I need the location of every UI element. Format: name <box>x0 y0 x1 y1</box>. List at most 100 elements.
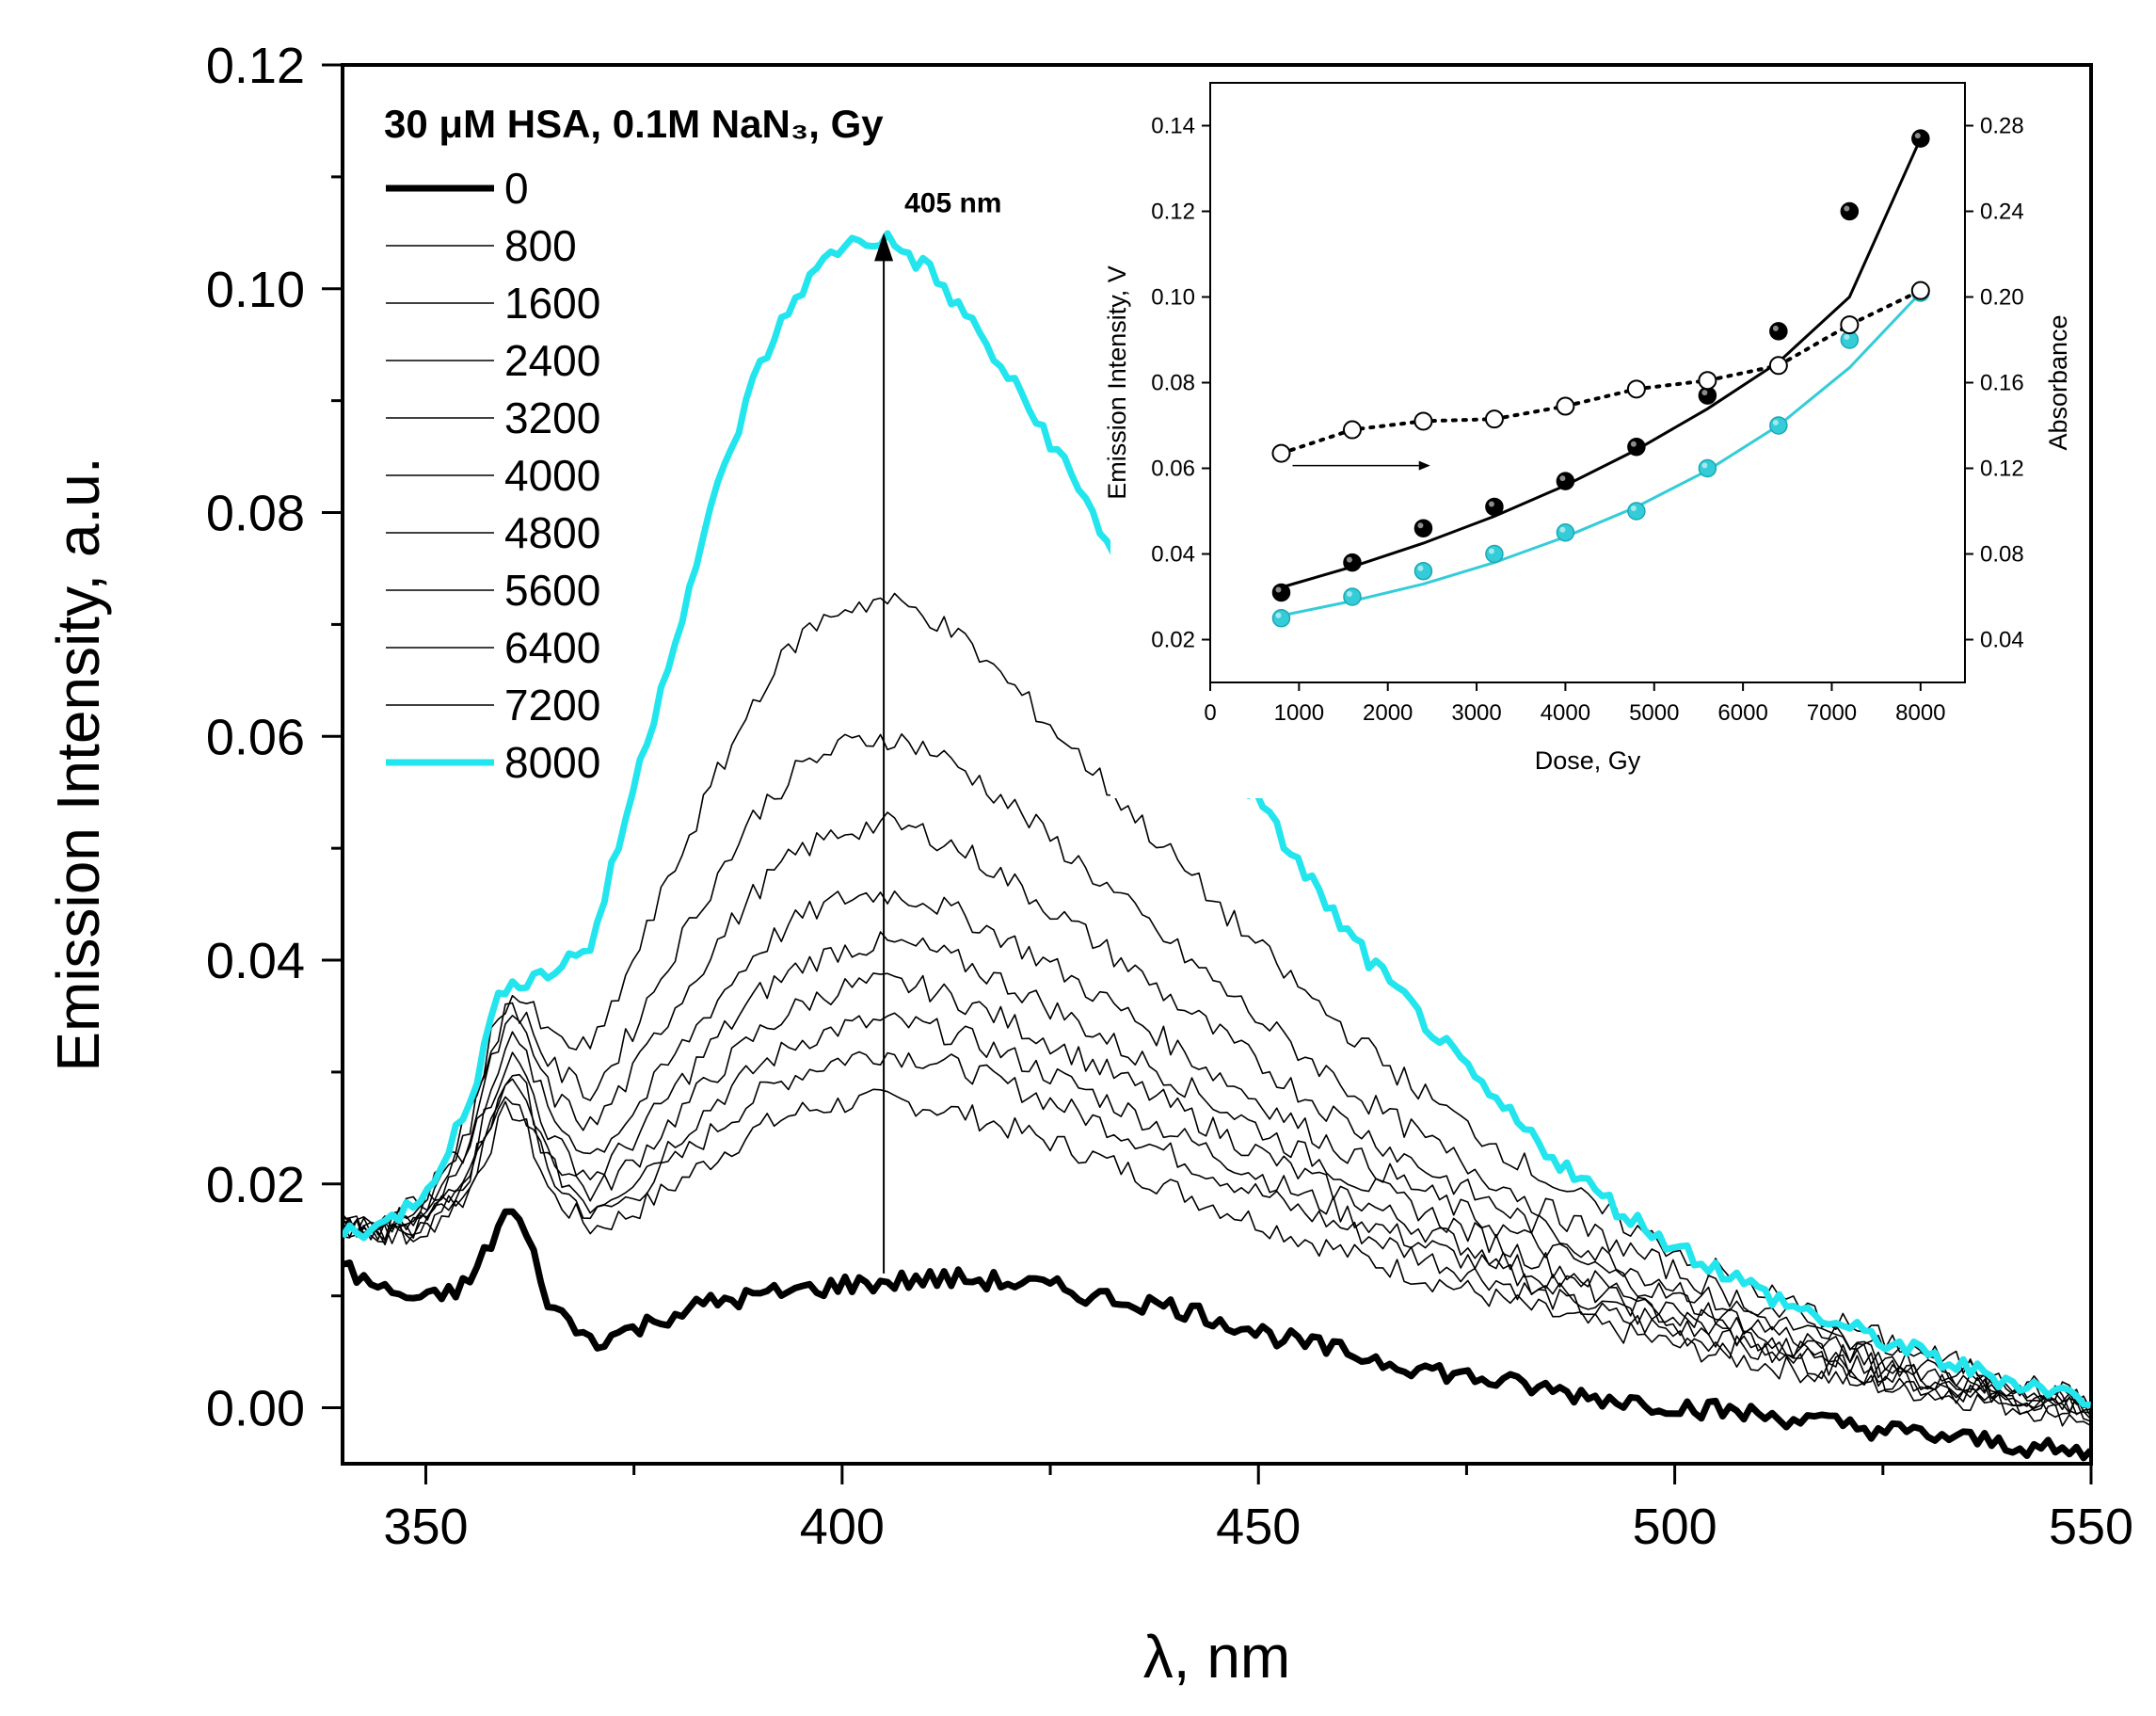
inset-point-highlight <box>1844 205 1850 212</box>
series-line-0 <box>343 1208 2091 1462</box>
main-series-group <box>343 230 2091 1462</box>
inset-point-filled <box>1485 497 1504 517</box>
y-tick-label: 0.02 <box>206 1157 305 1213</box>
inset-x-tick-label: 6000 <box>1717 700 1767 726</box>
inset-point-filled <box>1413 519 1433 537</box>
inset-x-tick-label: 1000 <box>1274 700 1324 726</box>
inset-y-tick-label: 0.10 <box>1151 285 1195 311</box>
inset-point-filled <box>1911 129 1930 148</box>
x-tick-label: 500 <box>1633 1499 1717 1555</box>
inset-point-highlight <box>1488 548 1494 554</box>
inset-y2-tick-label: 0.08 <box>1980 542 2024 568</box>
series-line-1600 <box>343 1050 2091 1422</box>
inset-point-highlight <box>1772 420 1779 425</box>
inset-x-tick-label: 0 <box>1204 700 1216 726</box>
legend-label-7200: 7200 <box>504 681 600 730</box>
inset-point-filled <box>1556 523 1575 542</box>
inset-point-filled <box>1627 502 1646 521</box>
inset-point-open <box>1342 420 1362 440</box>
inset-point-highlight <box>1488 501 1494 507</box>
inset-point-filled <box>1698 458 1717 478</box>
annotation-label: 405 nm <box>904 187 1001 218</box>
inset-point-filled <box>1413 561 1433 581</box>
inset-y-tick-label: 0.12 <box>1151 200 1195 225</box>
annotation-arrow-head <box>874 233 894 262</box>
inset-point-highlight <box>1772 325 1779 331</box>
inset-y-tick-label: 0.14 <box>1151 114 1195 139</box>
inset-point-open <box>1840 315 1860 335</box>
series-line-2400 <box>343 1012 2091 1420</box>
main-plot-area: 350 400 450 500 5500.000.020.040.060.080.100… <box>44 38 2133 1691</box>
inset-y2-axis-title: Absorbance <box>2044 314 2072 450</box>
inset-point-open <box>1768 356 1788 376</box>
inset-x-tick-label: 5000 <box>1629 700 1679 726</box>
series-line-6400 <box>343 733 2091 1409</box>
inset-point-filled <box>1485 544 1504 564</box>
inset-y-tick-label: 0.04 <box>1151 542 1195 568</box>
legend-label-3200: 3200 <box>504 393 600 442</box>
y-tick-label: 0.10 <box>206 262 305 318</box>
inset-y-axis-title: Emission Intensity, V <box>1103 265 1131 500</box>
y-tick-label: 0.12 <box>206 38 305 94</box>
inset-y2-tick-label: 0.20 <box>1980 285 2024 311</box>
inset-point-filled <box>1769 416 1788 435</box>
inset-point-highlight <box>1346 591 1352 597</box>
inset-point-highlight <box>1559 475 1566 482</box>
inset-point-highlight <box>1417 565 1424 571</box>
inset-fit-line-0 <box>1281 137 1923 589</box>
inset-point-open <box>1413 411 1433 431</box>
legend-label-2400: 2400 <box>504 336 600 385</box>
inset-y2-tick-label: 0.28 <box>1980 114 2024 139</box>
inset-x-tick-label: 2000 <box>1363 700 1413 726</box>
y-axis-title: Emission Intensity, a.u. <box>44 457 112 1071</box>
inset-point-filled <box>1556 472 1575 490</box>
inset-point-open <box>1698 371 1717 391</box>
inset-point-highlight <box>1275 586 1282 593</box>
inset-fit-line-1 <box>1281 291 1922 617</box>
inset-point-open <box>1484 409 1504 429</box>
inset-point-filled <box>1840 201 1860 221</box>
inset-point-highlight <box>1417 522 1424 529</box>
x-tick-label: 350 <box>383 1499 468 1555</box>
inset-point-highlight <box>1630 441 1637 447</box>
inset-point-highlight <box>1914 133 1921 139</box>
inset-x-tick-label: 3000 <box>1451 700 1501 726</box>
series-line-800 <box>343 1088 2091 1427</box>
inset-x-tick-label: 8000 <box>1895 700 1945 726</box>
legend-label-0: 0 <box>504 164 529 213</box>
inset-x-tick-label: 7000 <box>1807 700 1857 726</box>
inset-point-open <box>1271 443 1291 463</box>
x-tick-label: 550 <box>2049 1499 2133 1555</box>
inset-point-filled <box>1271 609 1291 628</box>
inset-background <box>1110 73 2080 798</box>
legend-title: 30 μM HSA, 0.1M NaN₃, Gy <box>384 102 884 146</box>
inset-point-filled <box>1271 583 1291 602</box>
inset-dotted-line-2 <box>1279 288 1923 456</box>
inset-y2-tick-label: 0.16 <box>1980 371 2024 396</box>
inset-y-tick-label: 0.02 <box>1151 628 1195 653</box>
inset-axis-arrow-head <box>1418 460 1430 471</box>
inset-y2-tick-label: 0.04 <box>1980 628 2024 653</box>
inset-y2-tick-label: 0.12 <box>1980 457 2024 482</box>
inset-point-highlight <box>1346 556 1352 563</box>
inset-point-highlight <box>1701 390 1708 396</box>
x-tick-label: 450 <box>1216 1499 1301 1555</box>
inset-point-filled <box>1343 587 1362 606</box>
inset-x-tick-label: 4000 <box>1541 700 1590 726</box>
series-line-5600 <box>343 811 2091 1415</box>
inset-point-filled <box>1343 553 1362 572</box>
inset-x-axis-title: Dose, Gy <box>1535 746 1641 775</box>
inset-point-highlight <box>1701 462 1708 469</box>
x-tick-label: 400 <box>800 1499 885 1555</box>
inset-point-open <box>1910 281 1930 300</box>
legend-label-6400: 6400 <box>504 623 600 672</box>
series-line-4000 <box>343 931 2091 1416</box>
legend-label-5600: 5600 <box>504 566 600 615</box>
x-axis-title: λ, nm <box>1143 1623 1290 1691</box>
series-line-4800 <box>343 890 2091 1418</box>
y-tick-label: 0.04 <box>206 933 305 989</box>
inset-y-tick-label: 0.08 <box>1151 371 1195 396</box>
legend-label-1600: 1600 <box>504 279 600 328</box>
legend-label-4800: 4800 <box>504 508 600 557</box>
